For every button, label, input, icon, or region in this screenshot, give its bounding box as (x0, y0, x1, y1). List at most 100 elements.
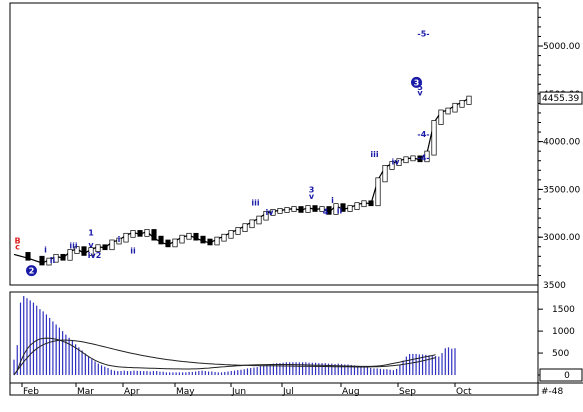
wave-circle-label: 2 (29, 267, 35, 276)
volume-ma-short (13, 337, 436, 376)
candlestick (46, 257, 52, 266)
candlestick (144, 229, 150, 237)
wave-label: iii (251, 199, 259, 208)
wave-label: -4- (417, 154, 429, 163)
candlestick (221, 233, 227, 242)
wave-label: 4 (323, 207, 329, 216)
wave-label: iii (370, 150, 378, 159)
candlestick (319, 206, 325, 212)
candlestick (137, 230, 143, 237)
candlestick (431, 120, 437, 156)
candlestick (396, 158, 402, 166)
candlestick (263, 210, 269, 221)
candlestick (116, 237, 122, 245)
candlestick (242, 223, 248, 232)
footer-marker: #-48 (541, 387, 564, 397)
wave-label: iv (392, 158, 401, 167)
candlestick (340, 203, 346, 212)
candlestick (214, 236, 220, 246)
candlestick (361, 200, 367, 208)
x-tick-label: Sep (399, 387, 416, 397)
candlestick (466, 95, 472, 105)
x-tick-label: Oct (456, 387, 472, 397)
wave-label: v (88, 241, 94, 250)
candlestick (151, 229, 157, 241)
candlestick (368, 200, 374, 207)
wave-circle-marker (26, 265, 37, 277)
wave-label: i (331, 196, 334, 205)
candlestick (193, 232, 199, 241)
candlestick (172, 238, 178, 248)
candlestick (298, 206, 304, 213)
last-price-box (539, 91, 583, 105)
candlestick (312, 205, 318, 212)
y-tick-label: 5000.00 (543, 42, 580, 52)
candlestick (459, 100, 465, 108)
wave-label: v (417, 89, 423, 98)
candlestick (354, 202, 360, 210)
candlestick (228, 230, 234, 239)
candlestick (109, 239, 115, 251)
candlestick (88, 247, 94, 256)
candlestick (305, 205, 311, 213)
candlestick (382, 165, 388, 183)
y-tick-label: 3000.00 (543, 233, 580, 243)
candlestick (403, 156, 409, 164)
candlestick (235, 227, 241, 235)
candlestick (410, 155, 416, 162)
candlestick (186, 232, 192, 240)
candlestick (67, 249, 73, 261)
wave-label: c (15, 243, 20, 252)
wave-label: iii (69, 242, 77, 251)
candlestick (53, 253, 59, 263)
candlestick (452, 102, 458, 113)
wave-label: ii (50, 256, 56, 265)
candlestick (25, 252, 31, 261)
candlestick (424, 150, 430, 163)
candlestick (347, 205, 353, 212)
wave-label: ii (337, 206, 343, 215)
wave-label: 3 (309, 185, 315, 194)
x-tick-label: Aug (342, 387, 360, 397)
candlestick (158, 235, 164, 245)
x-tick-label: Feb (23, 387, 39, 397)
candlestick (445, 107, 451, 115)
y-tick-label: 3500.00 (543, 185, 580, 195)
volume-y-tick-label: 1000 (552, 327, 575, 337)
wave-circle-label: 3 (414, 78, 420, 87)
wave-label: B (14, 236, 20, 245)
wave-circle-marker (411, 76, 422, 88)
wave-label: -4- (417, 130, 429, 139)
candlestick (200, 235, 206, 244)
volume-ma-long (13, 339, 436, 376)
wave-label: i (44, 245, 47, 254)
candlestick (165, 239, 171, 248)
wave-label: i (118, 235, 121, 244)
wave-label: iv2 (88, 251, 102, 260)
wave-label: -5- (417, 29, 429, 38)
candlestick (438, 109, 444, 125)
candlestick (74, 246, 80, 254)
x-tick-label: Apr (124, 387, 140, 397)
wave-label: 5 (417, 83, 423, 92)
volume-y-tick-label: 500 (552, 349, 569, 359)
candlestick (389, 161, 395, 170)
x-tick-label: Jun (231, 387, 246, 397)
x-tick-label: May (176, 387, 195, 397)
candlestick (207, 238, 213, 246)
candlestick (179, 234, 185, 244)
x-tick-label: Mar (77, 387, 94, 397)
wave-label: v (309, 192, 315, 201)
candlestick (417, 155, 423, 163)
candlestick (333, 203, 339, 215)
candlestick (270, 209, 276, 216)
candlestick (60, 253, 66, 261)
candlestick (291, 206, 297, 212)
price-line (13, 97, 470, 264)
wave-label: 1 (88, 228, 94, 237)
volume-zero-label: 0 (564, 371, 570, 381)
candlestick (95, 244, 101, 252)
wave-label: iv (266, 208, 275, 217)
